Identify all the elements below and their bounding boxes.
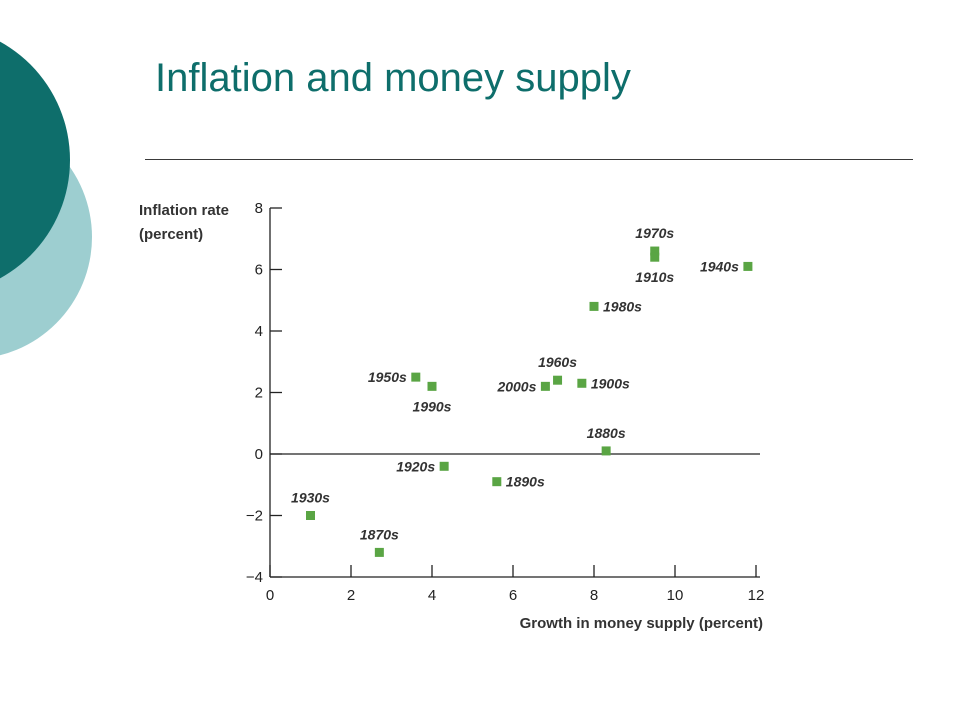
x-tick-label: 8 — [590, 587, 598, 604]
data-point — [577, 378, 587, 388]
data-point — [553, 375, 563, 385]
y-axis-label-line-1: Inflation rate — [139, 202, 229, 219]
y-tick-label: 2 — [255, 385, 263, 402]
data-point-label: 2000s — [496, 378, 536, 394]
y-tick-label: 6 — [255, 262, 263, 279]
data-point-label: 1900s — [591, 375, 630, 391]
x-tick-label: 2 — [347, 587, 355, 604]
data-point-label: 1950s — [368, 369, 407, 385]
data-point-label: 1870s — [360, 526, 399, 542]
data-point-label: 1940s — [700, 258, 739, 274]
data-point-label: 1890s — [506, 474, 545, 490]
data-point — [650, 246, 660, 256]
title-divider — [145, 159, 913, 160]
axes-group: −4 −2 0 2 4 6 8 0 2 4 6 8 10 12 — [246, 200, 764, 604]
data-point-label: 1960s — [538, 354, 577, 370]
y-tick-label: −4 — [246, 569, 263, 586]
data-point — [306, 511, 315, 520]
data-point-label: 1970s — [635, 225, 674, 241]
x-tick-label: 0 — [266, 587, 274, 604]
slide-title: Inflation and money supply — [155, 56, 631, 100]
x-tick-label: 4 — [428, 587, 436, 604]
data-point — [427, 381, 437, 391]
data-point-label: 1930s — [291, 490, 330, 506]
x-tick-label: 6 — [509, 587, 517, 604]
data-point-label: 1990s — [413, 398, 452, 414]
y-axis-label-line-2: (percent) — [139, 226, 203, 243]
dark-teal-circle — [0, 41, 70, 279]
x-axis-label: Growth in money supply (percent) — [520, 615, 763, 632]
data-point-label: 1980s — [603, 298, 642, 314]
data-point-label: 1920s — [396, 458, 435, 474]
data-point — [650, 252, 660, 262]
x-tick-label: 10 — [667, 587, 684, 604]
y-tick-label: 4 — [255, 323, 263, 340]
data-point — [540, 381, 550, 391]
data-point-label: 1910s — [635, 269, 674, 285]
data-point — [439, 461, 449, 471]
x-tick-label: 12 — [748, 587, 765, 604]
data-point — [601, 446, 611, 456]
y-tick-label: 0 — [255, 446, 263, 463]
data-point — [589, 301, 599, 311]
y-tick-label: 8 — [255, 200, 263, 217]
points-group: 1970s 1910s 1940s 1980s 1950s 1990s 1960s2000s… — [291, 225, 753, 557]
data-point — [492, 477, 502, 487]
decorative-circles — [0, 41, 92, 356]
y-tick-label: −2 — [246, 508, 263, 525]
data-point — [743, 261, 753, 271]
data-point — [411, 372, 421, 382]
data-point — [374, 547, 384, 557]
data-point-label: 1880s — [587, 425, 626, 441]
